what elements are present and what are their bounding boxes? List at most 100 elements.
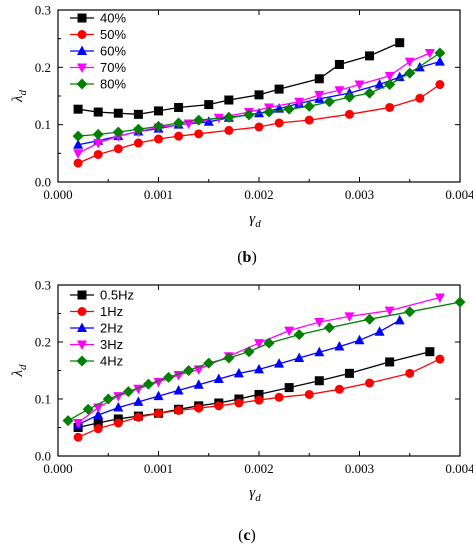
data-point — [314, 318, 325, 328]
series-50% — [73, 80, 445, 168]
data-point — [334, 341, 345, 351]
data-point — [73, 149, 84, 159]
data-point — [113, 402, 124, 412]
data-point — [92, 128, 104, 140]
data-point — [174, 102, 184, 112]
data-point — [93, 107, 103, 117]
data-point — [154, 134, 163, 144]
legend: 40%50% 60%70% 80% — [70, 11, 126, 92]
data-point — [174, 405, 184, 415]
data-point — [364, 87, 376, 99]
data-point — [122, 386, 134, 398]
data-point — [303, 100, 315, 112]
data-point — [224, 95, 234, 105]
x-axis-label: γd — [249, 211, 261, 230]
data-point — [214, 401, 224, 411]
data-point — [73, 104, 83, 114]
data-point — [113, 144, 123, 154]
data-point — [354, 80, 365, 91]
data-point — [425, 347, 435, 357]
x-tick-label: 0.004 — [445, 461, 473, 476]
y-axis-label: λd — [10, 90, 29, 104]
series-4Hz — [62, 296, 466, 427]
legend-marker — [77, 30, 87, 39]
y-axis-label-subscript: d — [17, 364, 29, 370]
data-point — [73, 418, 84, 429]
data-point — [62, 415, 74, 427]
data-point — [384, 306, 395, 317]
data-point — [424, 49, 435, 59]
legend-item: 40% — [70, 11, 126, 26]
panel-label: (b) — [237, 249, 257, 266]
data-point — [385, 102, 395, 112]
legend-label: 70% — [100, 60, 126, 75]
series-1Hz — [73, 354, 445, 442]
legend-label: 2Hz — [100, 321, 123, 336]
x-axis-label-subscript: d — [255, 492, 261, 504]
data-point — [384, 79, 396, 91]
series-line — [77, 358, 441, 438]
x-axis-label: γd — [249, 485, 261, 504]
panel-label: (c) — [238, 527, 256, 544]
data-point — [93, 418, 103, 428]
y-axis-label-subscript: d — [17, 90, 29, 96]
legend-item: 1Hz — [70, 304, 123, 319]
data-point — [314, 74, 324, 84]
legend-label: 1Hz — [100, 304, 123, 319]
x-tick-label: 0.001 — [144, 461, 173, 476]
data-point — [434, 293, 445, 304]
data-point — [234, 398, 244, 408]
data-point — [344, 312, 355, 322]
data-point — [194, 403, 204, 413]
y-tick-label: 0.2 — [35, 335, 51, 350]
data-point — [384, 71, 395, 82]
series-line — [77, 52, 431, 154]
legend-label: 80% — [100, 77, 126, 92]
data-point — [93, 403, 104, 414]
data-point — [404, 57, 415, 68]
legend-marker — [77, 290, 87, 300]
y-axis-label: λd — [10, 364, 29, 378]
legend-label: 3Hz — [100, 337, 123, 352]
data-point — [233, 367, 244, 378]
chart-panel-c: 0.000 0.001 0.002 0.003 0.004 0.0 0.1 0.2 0.3 γd λ… — [10, 278, 473, 545]
data-point — [154, 408, 163, 418]
data-point — [82, 403, 94, 415]
legend-item: 4Hz — [70, 354, 123, 369]
legend-marker — [77, 63, 87, 73]
legend-item: 2Hz — [70, 321, 123, 336]
data-point — [344, 109, 354, 119]
data-point — [113, 108, 123, 118]
data-point — [323, 322, 335, 334]
data-point — [404, 67, 416, 79]
legend-label: 0.5Hz — [100, 288, 134, 303]
legend-marker — [77, 45, 87, 55]
data-point — [254, 363, 264, 374]
legend-item: 3Hz — [70, 337, 123, 352]
x-tick-label: 0.000 — [43, 461, 72, 476]
data-point — [365, 378, 375, 388]
x-tick-label: 0.000 — [43, 187, 72, 202]
data-point — [284, 326, 295, 337]
y-tick-label: 0.2 — [35, 60, 51, 75]
data-point — [284, 383, 294, 393]
data-point — [323, 96, 335, 108]
data-point — [435, 80, 445, 90]
legend-label: 50% — [100, 27, 126, 42]
data-point — [274, 84, 284, 94]
x-tick-label: 0.003 — [345, 461, 374, 476]
data-point — [133, 109, 143, 119]
data-point — [142, 378, 154, 390]
x-tick-label: 0.002 — [244, 187, 273, 202]
data-point — [293, 329, 305, 341]
data-point — [193, 114, 205, 126]
data-point — [304, 389, 314, 399]
data-point — [334, 384, 344, 394]
legend-item: 80% — [70, 77, 126, 92]
data-point — [224, 125, 234, 135]
legend-label: 40% — [100, 11, 126, 26]
y-tick-label: 0.3 — [35, 278, 51, 293]
data-point — [174, 131, 184, 141]
